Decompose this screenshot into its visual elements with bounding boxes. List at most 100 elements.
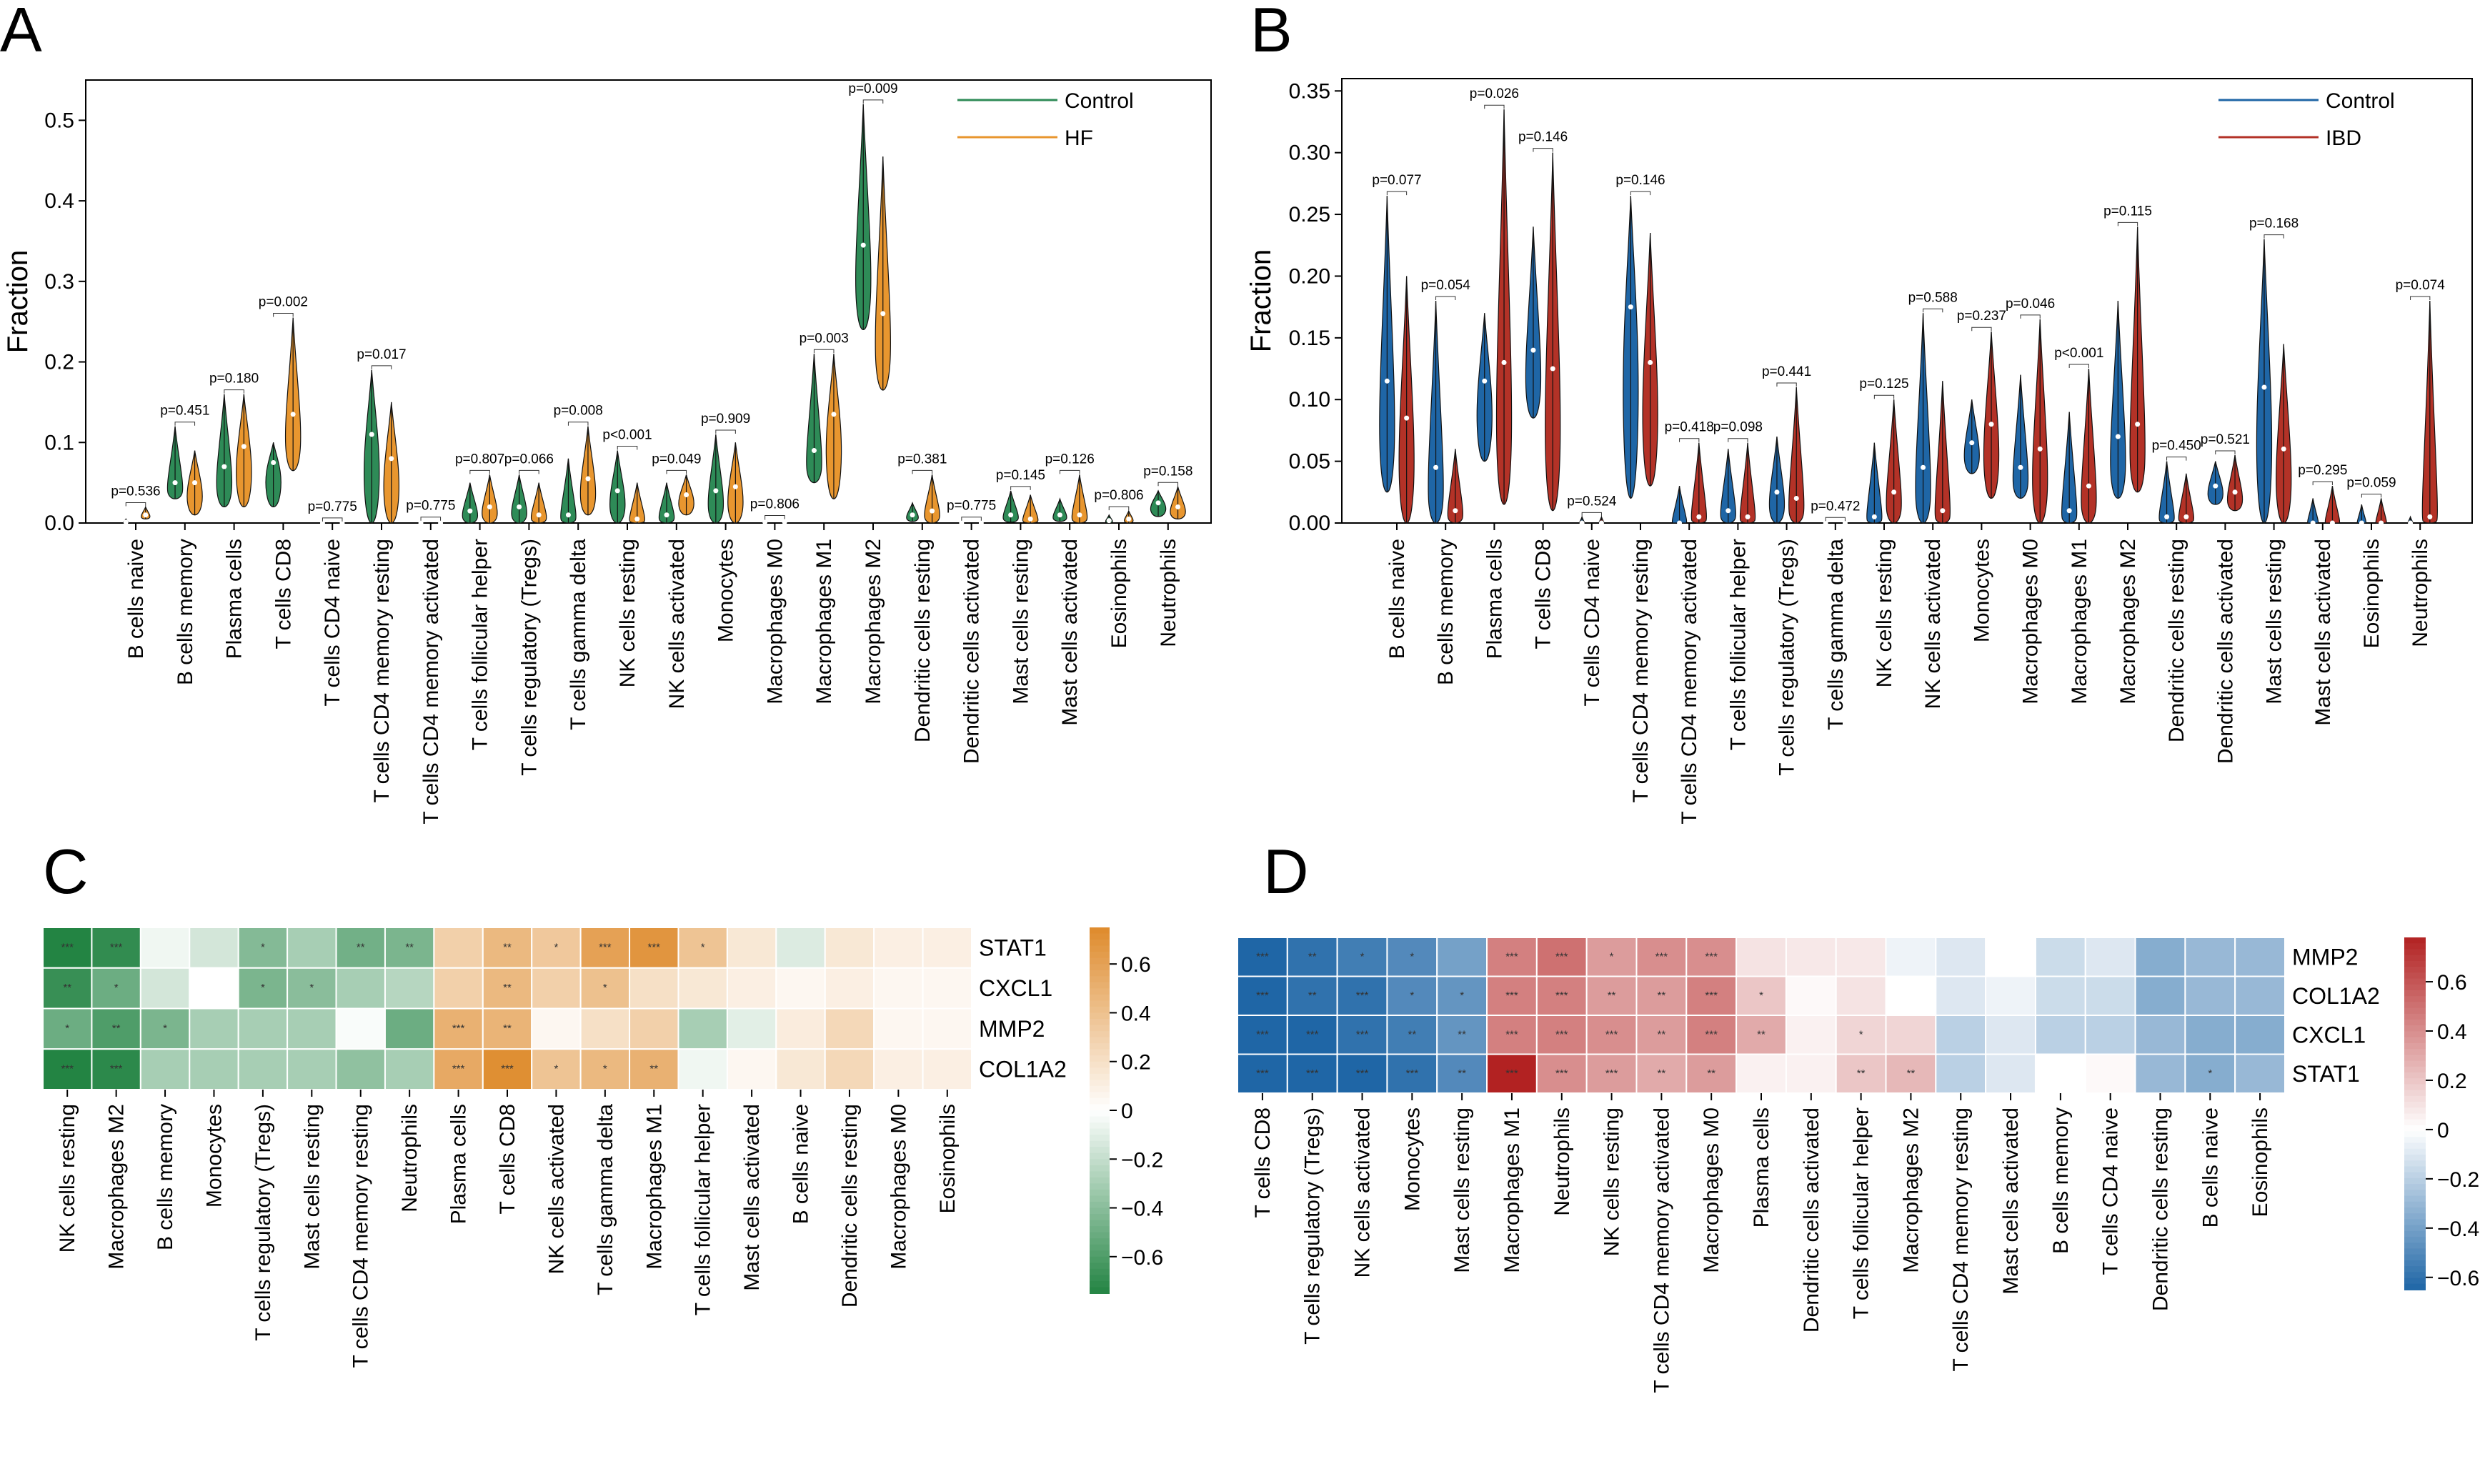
significance-stars: ***	[1356, 1028, 1369, 1040]
panel-a-violin-chart: 0.0 0.1 0.2 0.3 0.4 0.5 Fraction p=0.536 B cells…	[2, 79, 1212, 825]
colorbar-segment	[2404, 1142, 2426, 1150]
colorbar-segment	[2404, 1155, 2426, 1162]
cell-cxcl1-t-cells-follicular-helper	[1835, 1015, 1887, 1055]
cell-stat1-nk-cells-activated	[1336, 1053, 1388, 1094]
colorbar-segment	[2404, 1248, 2426, 1255]
pvalue-bracket	[224, 389, 244, 394]
panel-letter-b: B	[1250, 0, 1293, 65]
colorbar-segment	[2404, 1049, 2426, 1056]
pvalue-bracket	[1533, 148, 1553, 152]
median-t-cells-regulatory-tregs-control	[1774, 489, 1780, 495]
median-b-cells-naive-control	[1384, 378, 1390, 384]
cell-mmp2-t-cells-cd4-naive	[2084, 937, 2136, 977]
cell-stat1-b-cells-memory	[139, 927, 191, 969]
pvalue-bracket	[2068, 364, 2089, 369]
significance-stars: ***	[1256, 950, 1269, 962]
colorbar-segment	[2404, 1107, 2426, 1115]
row-label-cxcl1: CXCL1	[979, 975, 1052, 1001]
median-b-cells-memory-control	[1433, 464, 1439, 470]
significance-stars: ***	[1555, 950, 1568, 962]
median-nk-cells-resting-ibd	[1891, 489, 1897, 495]
significance-stars: **	[1757, 1028, 1766, 1040]
colorbar-segment	[1090, 1275, 1110, 1282]
x-tick-label: B cells naive	[1385, 539, 1409, 659]
y-tick-label: 0.4	[44, 189, 74, 213]
colorbar-segment	[1090, 1031, 1110, 1038]
y-tick-label: 0.5	[44, 109, 74, 132]
colorbar-segment	[1090, 1263, 1110, 1270]
colorbar-segment	[1090, 1165, 1110, 1172]
pvalue-bracket	[1728, 438, 1748, 442]
significance-stars: ***	[1256, 990, 1269, 1002]
pvalue-label: p=0.775	[947, 499, 996, 514]
median-macrophages-m0-hf	[782, 519, 787, 525]
colorbar-segment	[2404, 1042, 2426, 1050]
significance-stars: *	[603, 1063, 607, 1075]
pvalue-label: p=0.049	[652, 452, 701, 467]
x-tick-label: Dendritic cells resting	[2165, 539, 2188, 742]
median-plasma-cells-hf	[241, 444, 246, 449]
colorbar-segment	[1090, 994, 1110, 1002]
cell-stat1-macrophages-m2	[91, 927, 141, 969]
significance-stars: **	[1308, 990, 1317, 1002]
pvalue-label: p=0.077	[1372, 173, 1421, 188]
median-macrophages-m2-control	[2115, 434, 2121, 439]
significance-stars: *	[1859, 1028, 1863, 1040]
cell-col1a2-macrophages-m2	[1885, 975, 1937, 1016]
pvalue-bracket	[912, 469, 933, 474]
median-t-cells-cd4-memory-resting-control	[369, 432, 374, 437]
x-tick-label: T cells CD4 naive	[1580, 539, 1604, 707]
x-tick-label: T cells CD4 memory activated	[419, 539, 443, 825]
pvalue-label: p=0.168	[2249, 216, 2299, 231]
colorbar-segment	[1090, 1122, 1110, 1130]
colorbar-segment	[2404, 1148, 2426, 1156]
col-label-t-cells-cd4-memory-resting: T cells CD4 memory resting	[349, 1104, 373, 1368]
y-tick-label: 0.20	[1289, 264, 1330, 288]
colorbar-segment	[1090, 982, 1110, 990]
cell-col1a2-t-cells-gamma-delta	[579, 1048, 631, 1090]
significance-stars: ***	[1505, 1028, 1518, 1040]
colorbar-segment	[1090, 970, 1110, 977]
colorbar-segment	[1090, 1250, 1110, 1258]
cell-cxcl1-t-cells-cd4-memory-resting	[335, 967, 386, 1010]
median-nk-cells-resting-control	[614, 488, 620, 494]
median-dendritic-cells-activated-hf	[978, 520, 984, 526]
median-macrophages-m0-control	[2018, 464, 2023, 470]
pvalue-label: p=0.009	[848, 81, 897, 96]
colorbar-segment	[2404, 990, 2426, 997]
cell-cxcl1-mast-cells-activated	[726, 967, 777, 1010]
significance-stars: **	[357, 941, 365, 953]
cell-mmp2-neutrophils	[1535, 937, 1588, 977]
row-label-col1a2: COL1A2	[979, 1057, 1067, 1082]
y-axis-label: Fraction	[1245, 249, 1277, 353]
pvalue-label: p=0.521	[2201, 432, 2250, 447]
median-macrophages-m2-control	[860, 242, 866, 248]
cell-stat1-t-cells-cd4-memory-activated	[1635, 1053, 1688, 1094]
cell-mmp2-monocytes	[189, 1007, 239, 1050]
pvalue-bracket	[2020, 314, 2041, 319]
colorbar-segment	[1090, 1177, 1110, 1185]
colorbar-segment	[2404, 937, 2426, 945]
x-tick-label: Macrophages M2	[862, 539, 885, 704]
median-macrophages-m1-ibd	[2086, 483, 2091, 489]
significance-stars: ***	[1655, 950, 1668, 962]
pvalue-label: p=0.115	[2103, 204, 2152, 219]
colorbar-segment	[2404, 1002, 2426, 1009]
col-label-macrophages-m1: Macrophages M1	[642, 1104, 666, 1270]
cell-col1a2-b-cells-naive	[775, 1048, 826, 1090]
significance-stars: *	[163, 1022, 167, 1035]
significance-stars: ***	[501, 1063, 514, 1075]
median-eosinophils-control	[2359, 520, 2364, 526]
colorbar-segment	[1090, 1189, 1110, 1197]
pvalue-label: p<0.001	[602, 428, 652, 443]
pvalue-label: p=0.098	[1713, 420, 1763, 435]
cell-mmp2-b-cells-memory	[2034, 937, 2086, 977]
median-nk-cells-activated-ibd	[1940, 508, 1946, 514]
median-mast-cells-activated-control	[1057, 512, 1062, 518]
cell-stat1-monocytes	[1386, 1053, 1438, 1094]
significance-stars: *	[1410, 950, 1414, 962]
colorbar-tick-label: −0.2	[2437, 1168, 2479, 1192]
colorbar-segment	[1090, 1012, 1110, 1020]
pvalue-bracket	[519, 469, 539, 474]
colorbar-segment	[1090, 1183, 1110, 1190]
